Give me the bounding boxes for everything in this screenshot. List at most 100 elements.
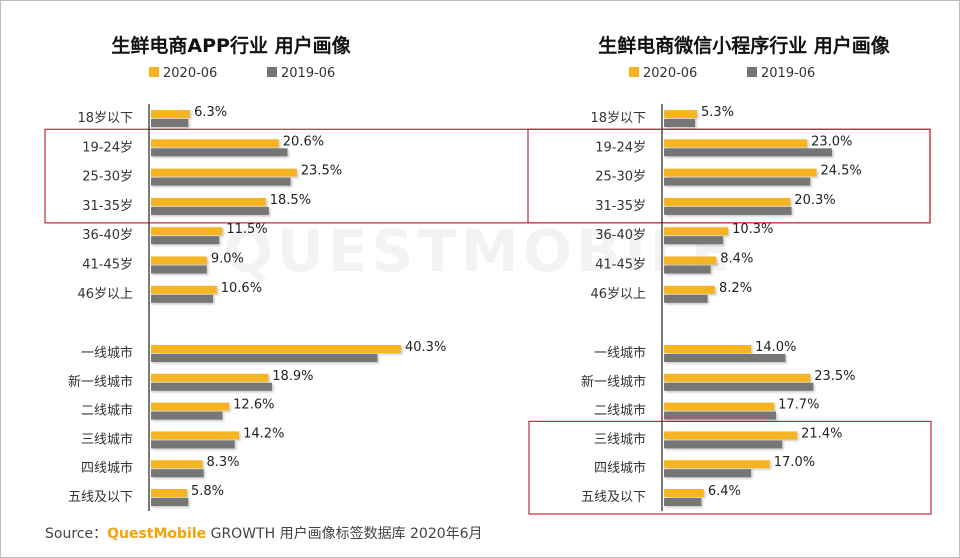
bar-row-7: 46岁以上 10.6% (77, 281, 262, 303)
legend-swatch-2019 (267, 67, 277, 77)
bar-2020 (151, 489, 187, 497)
bar-2020 (664, 402, 775, 411)
bar-2019 (664, 411, 776, 420)
data-label: 23.0% (811, 134, 852, 149)
data-label: 6.4% (708, 484, 741, 499)
bar-2020 (664, 139, 808, 148)
category-label: 新一线城市 (581, 374, 646, 390)
bar-row-3: 25-30岁 24.5% (595, 164, 862, 186)
category-label: 三线城市 (81, 431, 133, 447)
category-label: 31-35岁 (595, 199, 646, 214)
bar-2019 (151, 294, 214, 303)
legend-swatch-2020 (149, 67, 159, 77)
bar-2020 (664, 110, 697, 118)
bar-2020 (664, 373, 811, 382)
legend-label-2020: 2020-06 (163, 66, 217, 81)
category-label: 一线城市 (594, 345, 646, 361)
data-label: 23.5% (814, 369, 855, 384)
bar-2020 (151, 139, 279, 148)
category-label: 四线城市 (594, 460, 646, 476)
bar-row-7: 46岁以上 8.2% (590, 281, 752, 303)
data-label: 5.8% (191, 484, 224, 499)
bar-2020 (664, 345, 752, 353)
bar-2019 (664, 177, 811, 186)
data-label: 40.3% (405, 340, 446, 355)
category-label: 41-45岁 (595, 258, 646, 273)
bar-2020 (664, 285, 716, 294)
data-label: 20.3% (794, 193, 835, 208)
category-label: 25-30岁 (595, 170, 646, 185)
bar-2020 (664, 489, 704, 497)
category-label: 36-40岁 (82, 228, 133, 243)
bar-2020 (151, 227, 223, 236)
bar-row-11: 三线城市 14.2% (81, 426, 284, 449)
highlight-box (527, 128, 931, 224)
bar-2020 (664, 197, 791, 206)
bar-2020 (151, 110, 191, 118)
category-label: 25-30岁 (82, 170, 133, 185)
bar-2019 (151, 236, 220, 245)
source-note: Source：QuestMobile GROWTH 用户画像标签数据库 2020… (45, 523, 483, 543)
category-label: 四线城市 (81, 460, 133, 476)
category-label: 一线城市 (81, 345, 133, 361)
bar-2019 (151, 148, 288, 157)
data-label: 6.3% (194, 105, 227, 120)
watermark-text: QUESTMOBILE (224, 217, 735, 285)
bar-2020 (151, 460, 203, 469)
bar-row-9: 新一线城市 18.9% (68, 369, 314, 391)
category-label: 三线城市 (594, 431, 646, 447)
bar-row-4: 31-35岁 18.5% (82, 193, 311, 215)
data-label: 8.3% (206, 455, 239, 470)
bar-2019 (151, 265, 207, 274)
data-label: 9.0% (211, 252, 244, 267)
data-label: 8.4% (720, 252, 753, 267)
bar-2020 (151, 431, 240, 440)
highlight-box (528, 420, 932, 515)
bar-2020 (151, 345, 401, 353)
data-label: 21.4% (801, 426, 842, 441)
source-brand: QuestMobile (107, 526, 207, 542)
bar-row-10: 二线城市 17.7% (594, 398, 819, 420)
bar-2019 (664, 440, 783, 449)
legend-label-2020: 2020-06 (643, 66, 697, 81)
bar-row-9: 新一线城市 23.5% (581, 369, 856, 391)
bar-2019 (151, 469, 204, 478)
bar-row-5: 36-40岁 11.5% (82, 222, 268, 245)
category-label: 二线城市 (594, 403, 646, 419)
bar-2019 (151, 177, 291, 186)
bar-row-6: 41-45岁 9.0% (82, 252, 244, 274)
bar-row-3: 25-30岁 23.5% (82, 164, 342, 186)
bar-row-1: 18岁以下 5.3% (590, 105, 734, 127)
bar-row-8: 一线城市 14.0% (594, 340, 796, 362)
bar-row-2: 19-24岁 20.6% (82, 134, 324, 157)
category-label: 46岁以上 (590, 287, 646, 302)
data-label: 10.6% (221, 281, 262, 296)
category-label: 18岁以下 (590, 111, 646, 126)
bar-2020 (664, 431, 798, 440)
bar-2019 (151, 440, 235, 449)
legend-swatch-2019 (747, 67, 757, 77)
bar-row-12: 四线城市 17.0% (594, 455, 815, 478)
category-label: 46岁以上 (77, 287, 133, 302)
legend-label-2019: 2019-06 (761, 66, 815, 81)
bar-row-11: 三线城市 21.4% (594, 426, 842, 449)
bar-2020 (151, 373, 269, 382)
data-label: 12.6% (233, 398, 274, 413)
category-label: 41-45岁 (82, 258, 133, 273)
bar-2019 (664, 469, 752, 478)
bar-2019 (664, 265, 711, 274)
data-label: 14.2% (243, 426, 284, 441)
bar-row-6: 41-45岁 8.4% (595, 252, 753, 274)
data-label: 14.0% (755, 340, 796, 355)
bar-2019 (151, 411, 223, 420)
data-label: 8.2% (719, 281, 752, 296)
bar-2019 (151, 498, 189, 506)
bar-2020 (664, 460, 770, 469)
chart-title: 生鲜电商微信小程序行业 用户画像 (598, 34, 891, 57)
data-label: 10.3% (732, 222, 773, 237)
category-label: 五线及以下 (581, 490, 646, 505)
bar-2020 (151, 197, 266, 206)
legend: 2020-06 2019-06 (629, 66, 815, 81)
